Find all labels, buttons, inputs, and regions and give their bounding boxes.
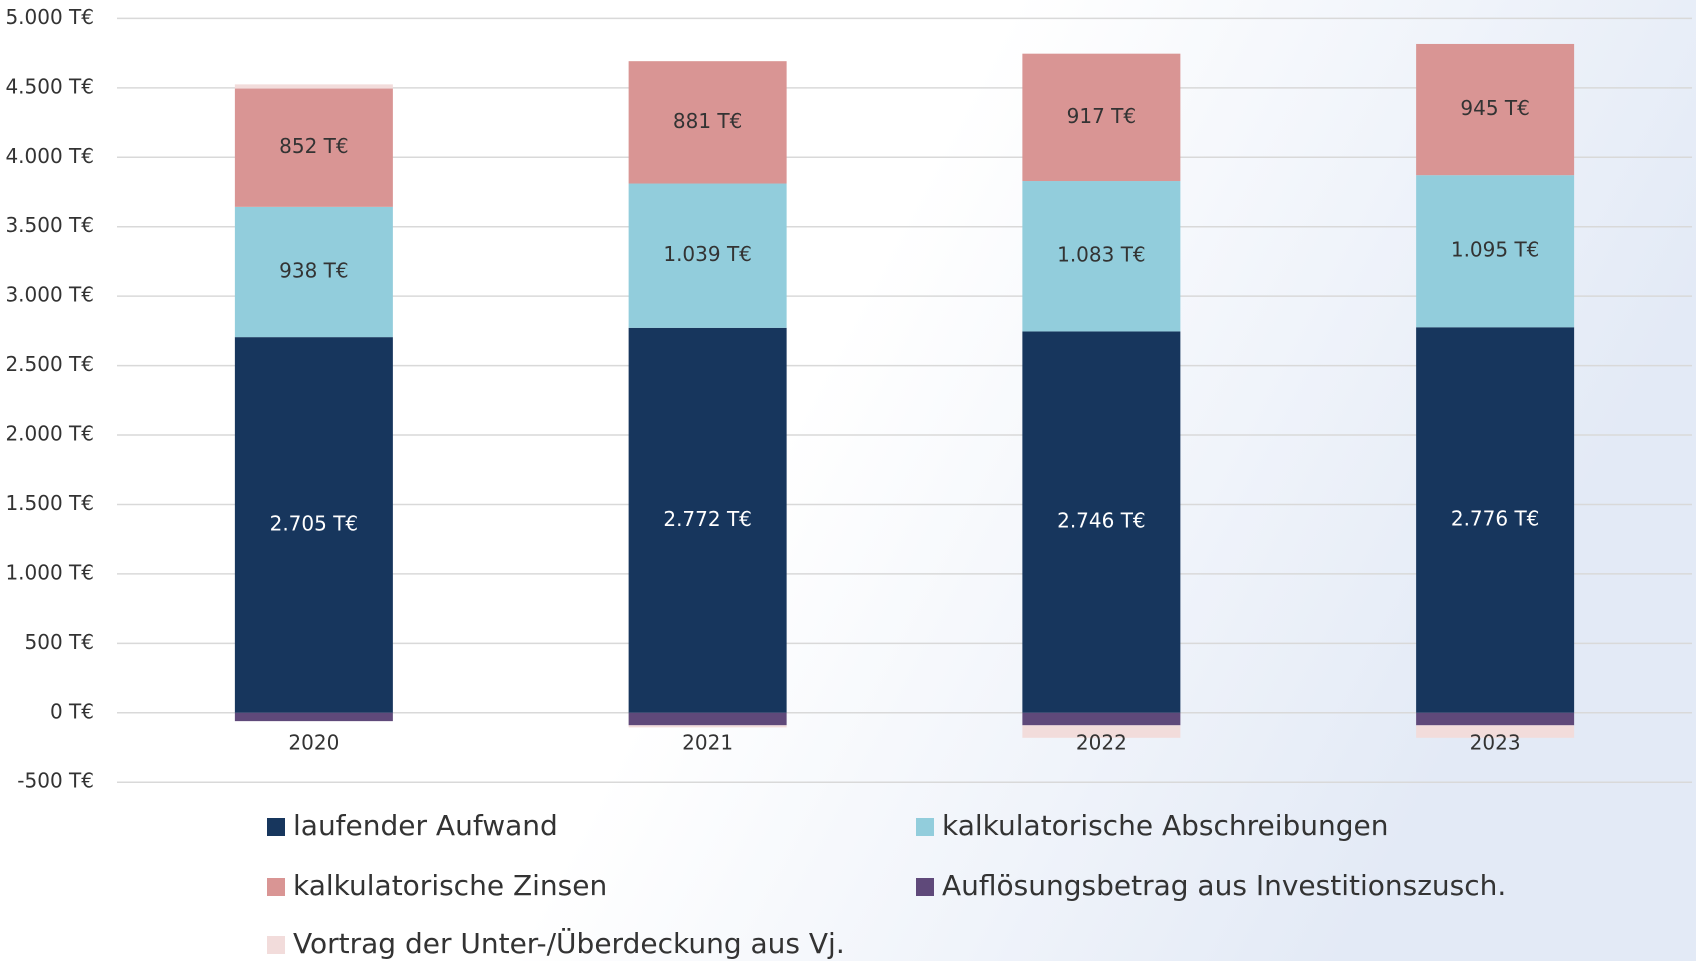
data-label: 945 T€ <box>1460 96 1529 120</box>
data-label: 1.095 T€ <box>1451 238 1540 262</box>
bar-segment <box>1022 331 1181 713</box>
y-tick-label: 5.000 T€ <box>5 5 94 29</box>
bar-segment <box>1022 725 1181 738</box>
x-tick-label: 2023 <box>1470 730 1521 754</box>
bar-segment <box>234 84 393 89</box>
legend-swatch <box>267 818 285 836</box>
bar-segment <box>1416 327 1575 713</box>
bar-segment <box>1416 43 1575 176</box>
legend-label: Vortrag der Unter-/Überdeckung aus Vj. <box>293 926 845 960</box>
legend-label: kalkulatorische Zinsen <box>293 869 607 902</box>
bar-segment <box>1416 712 1575 726</box>
data-label: 917 T€ <box>1067 104 1136 128</box>
data-label: 2.705 T€ <box>270 511 359 535</box>
y-tick-label: 0 T€ <box>50 699 94 723</box>
data-label: 1.039 T€ <box>663 242 752 266</box>
data-label: 852 T€ <box>279 134 348 158</box>
data-label: 1.083 T€ <box>1057 243 1146 267</box>
bar-segment <box>628 183 787 328</box>
x-tick-label: 2020 <box>288 730 339 754</box>
y-tick-label: 2.500 T€ <box>5 352 94 376</box>
bar-segment <box>234 337 393 713</box>
legend-label: kalkulatorische Abschreibungen <box>942 809 1389 842</box>
legend-swatch <box>916 818 934 836</box>
legend-swatch <box>267 936 285 954</box>
legend-swatch <box>267 878 285 896</box>
data-label: 2.772 T€ <box>663 507 752 531</box>
bar-segment <box>628 61 787 184</box>
bar-segment <box>1022 712 1181 726</box>
y-tick-label: 1.500 T€ <box>5 491 94 515</box>
data-label: 881 T€ <box>673 109 742 133</box>
x-tick-label: 2021 <box>682 730 733 754</box>
bar-segment <box>628 327 787 713</box>
bar-segment <box>1022 181 1181 332</box>
bar-segment <box>628 712 787 726</box>
data-label: 938 T€ <box>279 258 348 282</box>
legend-swatch <box>916 878 934 896</box>
bar-segment <box>1022 53 1181 182</box>
y-tick-label: 3.000 T€ <box>5 283 94 307</box>
y-tick-label: 2.000 T€ <box>5 422 94 446</box>
legend-label: laufender Aufwand <box>293 809 558 842</box>
bar-segment <box>1416 725 1575 738</box>
y-tick-label: 3.500 T€ <box>5 213 94 237</box>
bar-segment <box>234 206 393 338</box>
data-label: 2.776 T€ <box>1451 507 1540 531</box>
x-tick-label: 2022 <box>1076 730 1127 754</box>
y-tick-label: -500 T€ <box>17 769 94 793</box>
y-tick-label: 500 T€ <box>25 630 94 654</box>
y-tick-label: 1.000 T€ <box>5 560 94 584</box>
bar-segment <box>1416 175 1575 328</box>
y-tick-label: 4.000 T€ <box>5 144 94 168</box>
bar-segment <box>234 712 393 722</box>
legend-label: Auflösungsbetrag aus Investitionszusch. <box>942 869 1506 902</box>
y-tick-label: 4.500 T€ <box>5 74 94 98</box>
bar-segment <box>628 725 787 728</box>
bar-segment <box>234 88 393 207</box>
data-label: 2.746 T€ <box>1057 509 1146 533</box>
